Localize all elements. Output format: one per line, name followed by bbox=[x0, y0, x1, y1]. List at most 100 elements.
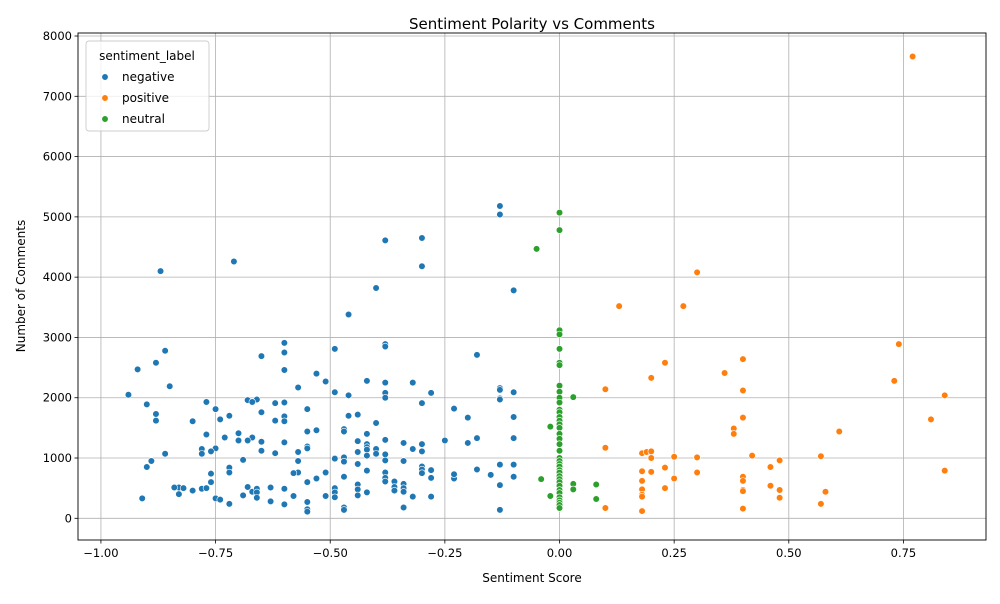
data-point-positive bbox=[647, 374, 655, 382]
data-point-negative bbox=[418, 234, 426, 242]
data-point-negative bbox=[207, 478, 215, 486]
data-point-positive bbox=[739, 386, 747, 395]
data-point-positive bbox=[748, 452, 756, 460]
data-point-positive bbox=[739, 355, 747, 363]
data-point-negative bbox=[271, 449, 279, 457]
y-tick-label: 3000 bbox=[43, 330, 72, 344]
data-point-negative bbox=[473, 351, 481, 359]
data-point-positive bbox=[776, 456, 784, 465]
data-point-positive bbox=[615, 302, 623, 310]
data-point-negative bbox=[340, 427, 348, 436]
data-point-negative bbox=[496, 506, 504, 514]
data-point-negative bbox=[294, 383, 302, 392]
data-point-negative bbox=[143, 463, 151, 471]
data-point-negative bbox=[303, 498, 311, 506]
data-point-negative bbox=[202, 430, 211, 439]
data-point-negative bbox=[221, 433, 229, 442]
data-point-negative bbox=[253, 494, 261, 502]
data-point-negative bbox=[280, 339, 288, 347]
data-point-negative bbox=[322, 492, 330, 500]
x-tick-label: 0.00 bbox=[547, 546, 573, 560]
data-point-positive bbox=[835, 427, 843, 436]
legend: sentiment_label negative positive neutra… bbox=[85, 40, 210, 132]
data-point-negative bbox=[344, 310, 353, 319]
series-negative bbox=[124, 202, 518, 516]
data-point-negative bbox=[399, 457, 408, 465]
data-point-negative bbox=[280, 500, 288, 509]
data-point-negative bbox=[372, 450, 380, 458]
data-point-positive bbox=[661, 359, 669, 367]
data-point-positive bbox=[821, 488, 830, 496]
data-point-negative bbox=[464, 439, 472, 447]
data-point-positive bbox=[661, 464, 669, 472]
data-point-negative bbox=[134, 365, 142, 373]
data-point-negative bbox=[202, 398, 211, 406]
y-tick-label: 6000 bbox=[43, 150, 72, 164]
data-point-negative bbox=[303, 427, 311, 436]
data-point-negative bbox=[473, 465, 481, 474]
data-point-neutral bbox=[555, 345, 564, 353]
data-point-negative bbox=[216, 496, 224, 504]
x-tick-label: 0.75 bbox=[891, 546, 917, 560]
data-point-neutral bbox=[555, 361, 564, 369]
data-point-positive bbox=[647, 447, 655, 455]
data-point-neutral bbox=[555, 209, 564, 217]
data-point-positive bbox=[693, 468, 701, 477]
legend-marker-neutral bbox=[101, 115, 109, 123]
y-tick-label: 2000 bbox=[43, 391, 72, 405]
data-point-negative bbox=[312, 426, 321, 434]
data-point-negative bbox=[496, 386, 504, 394]
y-tick-label: 1000 bbox=[43, 451, 72, 465]
data-point-negative bbox=[280, 366, 288, 374]
data-point-neutral bbox=[592, 495, 600, 503]
data-point-negative bbox=[280, 348, 288, 357]
data-point-negative bbox=[399, 439, 408, 447]
data-point-negative bbox=[280, 438, 288, 446]
data-point-negative bbox=[496, 461, 504, 469]
data-point-positive bbox=[679, 302, 687, 310]
y-axis-label: Number of Comments bbox=[14, 220, 28, 352]
data-point-positive bbox=[817, 500, 825, 508]
data-point-negative bbox=[354, 448, 362, 456]
data-point-negative bbox=[496, 210, 504, 219]
data-point-positive bbox=[693, 268, 701, 276]
data-point-negative bbox=[427, 474, 435, 482]
data-point-negative bbox=[189, 417, 197, 425]
data-point-negative bbox=[289, 492, 298, 500]
data-point-neutral bbox=[546, 423, 554, 431]
data-point-negative bbox=[230, 257, 238, 266]
data-point-negative bbox=[257, 352, 266, 360]
data-point-negative bbox=[510, 473, 518, 481]
data-point-negative bbox=[363, 452, 371, 460]
data-point-negative bbox=[147, 457, 155, 465]
legend-label-positive: positive bbox=[122, 91, 169, 105]
y-tick-label: 7000 bbox=[43, 89, 72, 103]
data-point-negative bbox=[244, 483, 252, 491]
legend-marker-positive bbox=[101, 94, 109, 102]
data-point-negative bbox=[363, 467, 371, 475]
data-point-negative bbox=[381, 456, 389, 465]
data-point-neutral bbox=[532, 245, 541, 253]
y-tick-label: 8000 bbox=[43, 29, 72, 43]
data-point-negative bbox=[156, 267, 165, 275]
data-point-neutral bbox=[537, 475, 545, 483]
data-point-negative bbox=[225, 500, 233, 508]
data-point-negative bbox=[381, 394, 389, 402]
data-point-negative bbox=[363, 488, 371, 496]
data-point-neutral bbox=[555, 440, 564, 448]
data-point-negative bbox=[294, 448, 302, 456]
data-point-negative bbox=[202, 484, 211, 492]
data-point-negative bbox=[354, 491, 362, 499]
data-point-negative bbox=[418, 440, 426, 448]
data-point-negative bbox=[496, 395, 504, 404]
data-point-positive bbox=[776, 494, 784, 502]
data-point-negative bbox=[267, 483, 275, 492]
data-point-positive bbox=[927, 415, 935, 424]
data-point-negative bbox=[189, 486, 197, 495]
data-point-negative bbox=[487, 471, 495, 479]
data-point-negative bbox=[166, 382, 174, 390]
data-point-neutral bbox=[569, 485, 577, 493]
legend-label-neutral: neutral bbox=[122, 112, 165, 126]
